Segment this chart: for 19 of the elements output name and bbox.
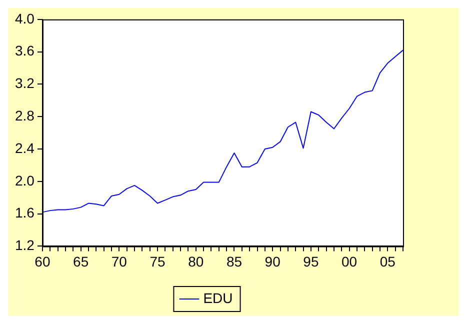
legend-label: EDU	[203, 290, 233, 306]
y-tick-label: 3.6	[14, 42, 35, 59]
y-tick-label: 2.0	[14, 172, 35, 188]
y-tick-label: 2.4	[14, 140, 35, 156]
x-tick-label: 95	[303, 253, 319, 270]
x-tick-label: 90	[264, 253, 281, 270]
y-tick-label: 1.2	[14, 237, 35, 254]
x-tick-label: 05	[380, 253, 396, 270]
y-tick-label: 3.2	[14, 75, 35, 92]
x-tick-label: 65	[73, 253, 89, 270]
x-tick-label: 75	[150, 253, 166, 270]
x-tick-label: 85	[226, 253, 242, 270]
y-tick-label: 4.0	[14, 10, 35, 26]
x-tick-label: 60	[34, 253, 50, 270]
x-tick-label: 00	[342, 253, 358, 270]
x-tick-label: 70	[111, 253, 128, 270]
x-tick-label: 80	[188, 253, 204, 270]
y-tick-label: 2.8	[14, 107, 35, 124]
y-tick-label: 1.6	[14, 204, 35, 221]
